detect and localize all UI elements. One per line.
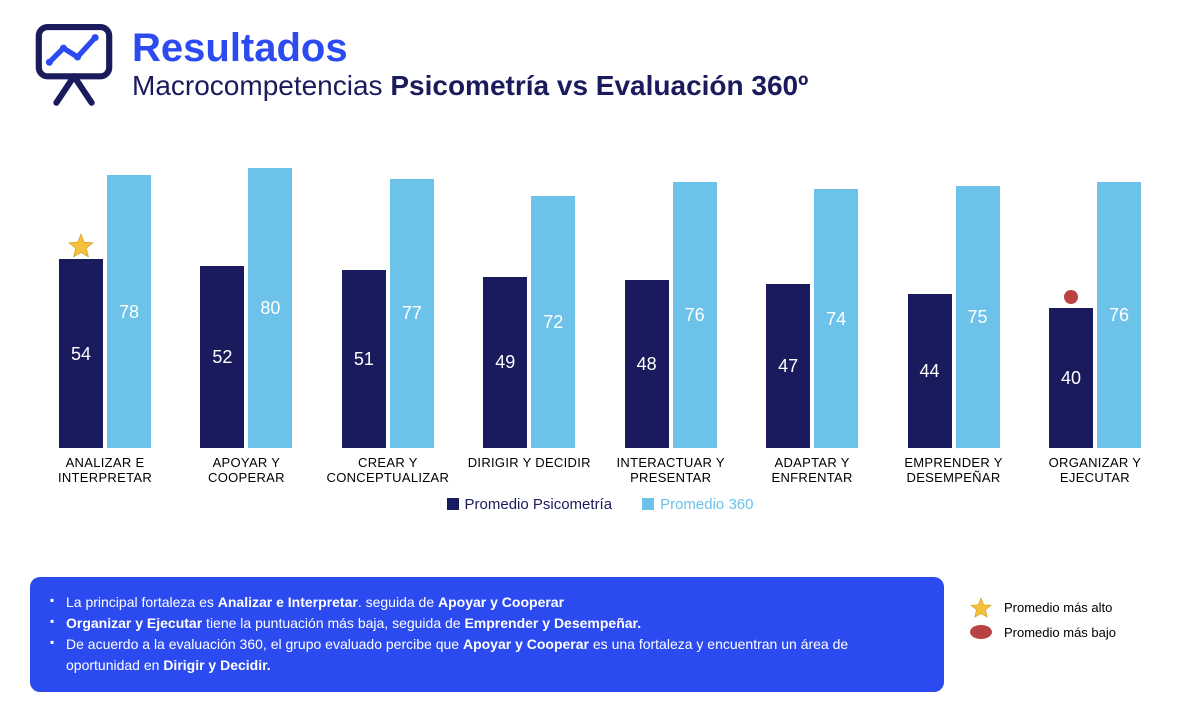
- bar-360: 72: [531, 196, 575, 448]
- bar-360: 80: [248, 168, 292, 448]
- bar-value: 49: [495, 352, 515, 373]
- category-label: DIRIGIR Y DECIDIR: [464, 456, 594, 486]
- insights-callout: La principal fortaleza es Analizar e Int…: [30, 577, 944, 692]
- legend-label: Promedio Psicometría: [465, 496, 613, 513]
- footer: La principal fortaleza es Analizar e Int…: [30, 577, 1170, 692]
- star-icon: [970, 597, 992, 619]
- insight-bullet: Organizar y Ejecutar tiene la puntuación…: [50, 613, 924, 633]
- bar-value: 75: [968, 307, 988, 328]
- category-label: APOYAR Y COOPERAR: [181, 456, 311, 486]
- bar-group: 48 76: [606, 182, 736, 448]
- legend-swatch: [447, 498, 459, 510]
- dot-icon: [1064, 290, 1078, 304]
- bars-container: 54 78 52 80 51 77 49 72 48 76 47 74 44 75 40 76: [30, 168, 1170, 448]
- bar-value: 72: [543, 312, 563, 333]
- bar-360: 77: [390, 179, 434, 449]
- bar-value: 54: [71, 344, 91, 365]
- bar-group: 54 78: [40, 175, 170, 448]
- legend-item: Promedio Psicometría: [447, 496, 613, 513]
- bar-group: 47 74: [747, 189, 877, 448]
- key-high-label: Promedio más alto: [1004, 600, 1112, 615]
- category-label: ADAPTAR Y ENFRENTAR: [747, 456, 877, 486]
- bar-psicometria: 40: [1049, 308, 1093, 448]
- bar-value: 76: [685, 305, 705, 326]
- category-label: CREAR Y CONCEPTUALIZAR: [323, 456, 453, 486]
- header-text: Resultados Macrocompetencias Psicometría…: [132, 20, 808, 102]
- insights-list: La principal fortaleza es Analizar e Int…: [50, 592, 924, 675]
- bar-psicometria: 47: [766, 284, 810, 449]
- legend-label: Promedio 360: [660, 496, 753, 513]
- page-subtitle: Macrocompetencias Psicometría vs Evaluac…: [132, 70, 808, 102]
- bar-group: 49 72: [464, 196, 594, 448]
- bar-psicometria: 51: [342, 270, 386, 449]
- bar-360: 75: [956, 186, 1000, 449]
- bar-psicometria: 54: [59, 259, 103, 448]
- marker-key: Promedio más alto Promedio más bajo: [970, 577, 1170, 646]
- bar-value: 40: [1061, 368, 1081, 389]
- bar-value: 52: [212, 347, 232, 368]
- bar-group: 51 77: [323, 179, 453, 449]
- chart: 54 78 52 80 51 77 49 72 48 76 47 74 44 75 40 76 ANALIZA…: [30, 168, 1170, 508]
- subtitle-light: Macrocompetencias: [132, 70, 390, 101]
- presentation-chart-icon: [30, 20, 118, 108]
- star-icon: [68, 233, 94, 264]
- page-title: Resultados: [132, 28, 808, 68]
- legend-swatch: [642, 498, 654, 510]
- category-label: ANALIZAR E INTERPRETAR: [40, 456, 170, 486]
- bar-value: 80: [260, 298, 280, 319]
- bar-group: 40 76: [1030, 182, 1160, 448]
- header: Resultados Macrocompetencias Psicometría…: [0, 0, 1200, 108]
- bar-psicometria: 52: [200, 266, 244, 448]
- legend-item: Promedio 360: [642, 496, 753, 513]
- bar-group: 44 75: [889, 186, 1019, 449]
- bar-360: 76: [1097, 182, 1141, 448]
- category-label: INTERACTUAR Y PRESENTAR: [606, 456, 736, 486]
- bar-psicometria: 48: [625, 280, 669, 448]
- key-high: Promedio más alto: [970, 597, 1170, 619]
- bar-value: 74: [826, 309, 846, 330]
- category-label: EMPRENDER Y DESEMPEÑAR: [889, 456, 1019, 486]
- bar-value: 48: [637, 354, 657, 375]
- insight-bullet: De acuerdo a la evaluación 360, el grupo…: [50, 634, 924, 675]
- key-low-label: Promedio más bajo: [1004, 625, 1116, 640]
- bar-value: 78: [119, 302, 139, 323]
- key-low: Promedio más bajo: [970, 625, 1170, 640]
- bar-value: 51: [354, 349, 374, 370]
- category-labels: ANALIZAR E INTERPRETAR APOYAR Y COOPERAR C…: [30, 448, 1170, 486]
- bar-value: 76: [1109, 305, 1129, 326]
- bar-psicometria: 44: [908, 294, 952, 448]
- bar-value: 47: [778, 356, 798, 377]
- dot-icon: [970, 625, 992, 639]
- category-label: ORGANIZAR Y EJECUTAR: [1030, 456, 1160, 486]
- bar-value: 44: [920, 361, 940, 382]
- subtitle-bold: Psicometría vs Evaluación 360º: [390, 70, 808, 101]
- bar-360: 74: [814, 189, 858, 448]
- bar-psicometria: 49: [483, 277, 527, 449]
- bar-value: 77: [402, 303, 422, 324]
- bar-360: 76: [673, 182, 717, 448]
- chart-legend: Promedio Psicometría Promedio 360: [30, 496, 1170, 513]
- bar-360: 78: [107, 175, 151, 448]
- insight-bullet: La principal fortaleza es Analizar e Int…: [50, 592, 924, 612]
- bar-group: 52 80: [181, 168, 311, 448]
